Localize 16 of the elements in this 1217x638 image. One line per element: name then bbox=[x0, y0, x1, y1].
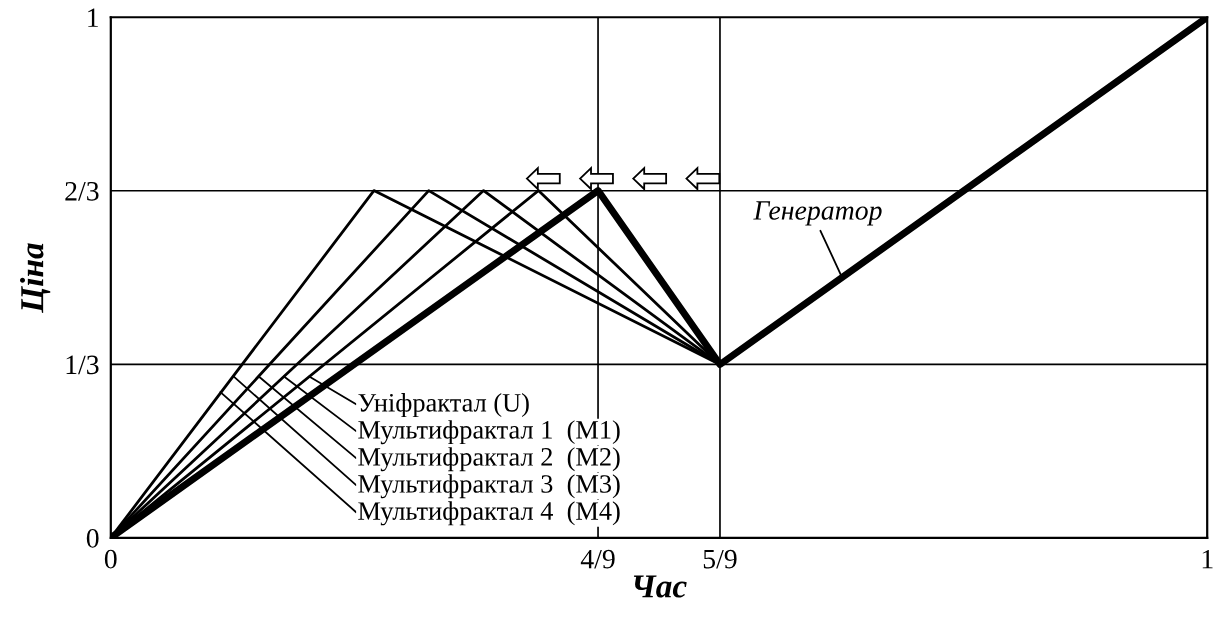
x-tick-label: 4/9 bbox=[580, 549, 615, 569]
y-tick-label: 1 bbox=[88, 8, 98, 27]
annotation: Уніфрактал (U) bbox=[358, 393, 529, 418]
x-tick-label: 5/9 bbox=[703, 549, 737, 569]
y-axis-title: Ціна bbox=[20, 243, 51, 313]
y-tick-label: 2/3 bbox=[65, 181, 99, 201]
x-tick-label: 0 bbox=[104, 549, 117, 569]
y-tick-label: 0 bbox=[86, 529, 99, 548]
y-tick-label: 1/3 bbox=[66, 355, 99, 375]
annotation: Мультифрактал 3 (M3) bbox=[358, 474, 620, 499]
annotation: Мультифрактал 2 (M2) bbox=[358, 447, 620, 472]
x-axis-title: Час bbox=[633, 575, 687, 598]
x-tick-label: 1 bbox=[1202, 549, 1213, 569]
annotation: Генератор bbox=[753, 201, 882, 226]
annotation: Мультифрактал 4 (M4) bbox=[358, 501, 620, 526]
annotation: Мультифрактал 1 (M1) bbox=[358, 420, 620, 445]
